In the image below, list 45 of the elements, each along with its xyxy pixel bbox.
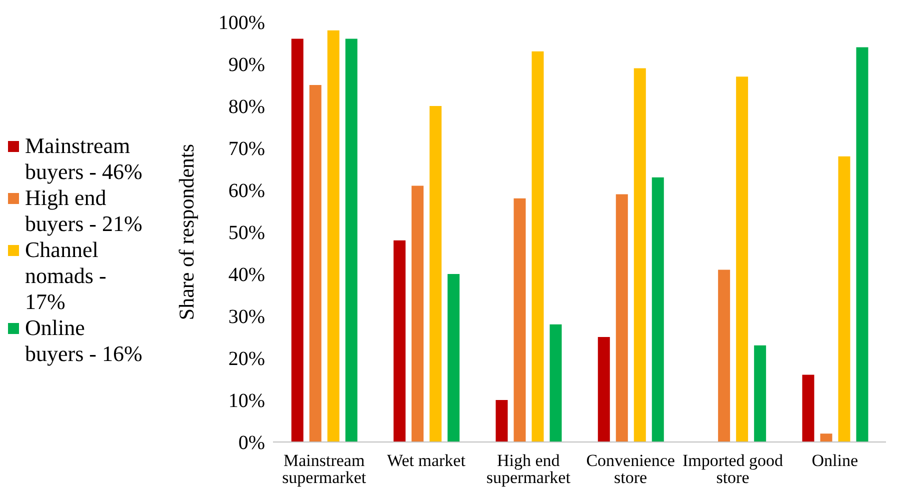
- legend-label: Mainstream buyers - 46%: [25, 133, 144, 185]
- bar: [652, 177, 664, 442]
- y-tick-label: 100%: [218, 12, 265, 34]
- bar: [327, 30, 340, 442]
- bar: [718, 270, 730, 442]
- bar: [309, 85, 322, 442]
- legend-label: Channel nomads - 17%: [25, 237, 108, 315]
- x-tick-label: Imported good store: [682, 451, 784, 488]
- y-tick-label: 80%: [228, 96, 265, 118]
- bar: [430, 106, 442, 442]
- y-tick-label: 30%: [228, 306, 265, 328]
- y-tick-label: 50%: [228, 222, 265, 244]
- bar: [412, 186, 424, 442]
- bar: [802, 374, 814, 442]
- x-tick-label: Online: [812, 451, 858, 470]
- bar: [448, 274, 460, 442]
- bar: [616, 194, 628, 442]
- legend-label: High end buyers - 21%: [25, 185, 144, 237]
- bar: [598, 337, 610, 442]
- x-tick-label: Mainstream supermarket: [282, 451, 366, 488]
- y-tick-label: 40%: [228, 264, 265, 286]
- y-tick-label: 70%: [228, 138, 265, 160]
- bar: [532, 51, 544, 442]
- bar: [550, 324, 562, 442]
- bar: [345, 38, 358, 442]
- x-tick-label: Wet market: [387, 451, 466, 470]
- y-tick-label: 20%: [228, 348, 265, 370]
- bar: [496, 400, 508, 442]
- bar: [514, 198, 526, 442]
- bar: [820, 434, 832, 442]
- bar: [838, 156, 850, 442]
- bar: [394, 240, 406, 442]
- y-tick-label: 0%: [238, 432, 265, 454]
- y-tick-label: 90%: [228, 54, 265, 76]
- bar: [736, 76, 748, 442]
- x-tick-label: Convenience store: [586, 451, 675, 488]
- x-tick-label: High end supermarket: [486, 451, 571, 488]
- legend-label: Online buyers - 16%: [25, 315, 144, 367]
- bar: [856, 47, 868, 442]
- y-tick-label: 60%: [228, 180, 265, 202]
- bar: [754, 345, 766, 442]
- bar: [291, 38, 304, 442]
- y-axis-title: Share of respondents: [174, 144, 198, 320]
- y-tick-label: 10%: [228, 390, 265, 412]
- bar: [634, 68, 646, 442]
